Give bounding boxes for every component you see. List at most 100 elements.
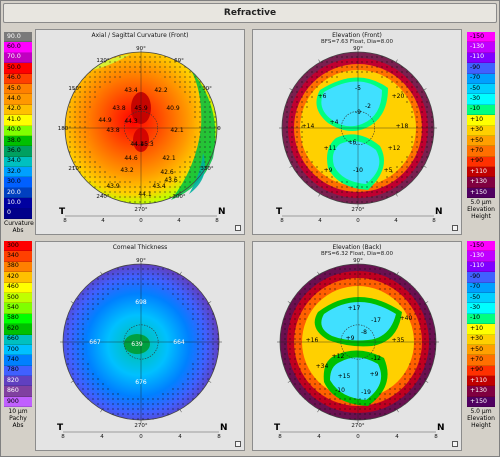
legend-swatch: 20.0 [4,187,32,199]
angle-label-bottom: 270° [351,207,364,213]
legend-swatch: -130 [467,42,495,53]
legend-subtitle-2: Abs [12,422,24,430]
map-value: +4 [330,119,339,126]
legend-swatch: +150 [467,187,495,199]
legend-swatch: +30 [467,334,495,345]
legend-swatch: 460 [4,282,32,293]
map-value: 43.2 [120,167,134,174]
legend-swatch: -10 [467,104,495,116]
legend-subtitle: Elevation [467,206,495,214]
legend-swatch: 46.0 [4,73,32,84]
map-value: +17 [348,305,361,312]
map-value: 44.9 [98,117,112,124]
legend-subtitle-2: Height [471,422,491,430]
map-value: 639 [131,341,143,348]
corneal-thickness-panel[interactable]: Corneal Thickness 90° 270° 8 4 0 4 8 T N 698 667 639… [35,241,245,451]
axial-curvature-panel[interactable]: Axial / Sagittal Curvature (Front) 90° 270… [35,29,245,235]
legend-swatch: 42.0 [4,104,32,116]
scale-tick-label: 4 [395,434,399,440]
legend-swatch: 32.0 [4,167,32,178]
panel-title: Corneal Thickness [112,244,168,251]
map-value: +12 [388,145,401,152]
panel-options-button[interactable] [235,225,241,231]
legend-swatch: 500 [4,292,32,304]
map-value: -10 [353,167,363,174]
panel-title: Elevation (Front) [332,32,382,39]
legend-swatch: 10.0 [4,198,32,209]
panel-options-button[interactable] [452,225,458,231]
panel-options-button[interactable] [452,441,458,447]
panel-title: Axial / Sagittal Curvature (Front) [91,32,189,39]
scale-tick-label: 8 [432,218,436,224]
legend-swatch: +10 [467,324,495,335]
legend-swatch: +150 [467,396,495,408]
map-value: 44.6 [124,155,138,162]
legend-swatch: +70 [467,146,495,157]
legend-swatch: 860 [4,386,32,397]
panel-options-button[interactable] [235,441,241,447]
map-value: +15 [338,373,351,380]
scale-tick-label: 4 [177,218,181,224]
angle-label: 30° [202,86,212,92]
map-value: 43.9 [106,183,120,190]
legend-swatch: +50 [467,344,495,356]
legend-swatch: 50.0 [4,63,32,74]
legend-swatch: +110 [467,167,495,178]
map-value: +9 [324,167,333,174]
scale-tick-label: 4 [100,434,104,440]
legend-subtitle-2: Height [471,213,491,221]
map-value: -12 [371,355,381,362]
legend-swatch: 60.0 [4,42,32,53]
legend-unit: 10 μm [8,408,28,416]
legend-swatch: +130 [467,177,495,188]
legend-swatch: 740 [4,355,32,366]
elevation-front-panel[interactable]: Elevation (Front) BFS=7.63 Float, Dia=8.0… [252,29,462,235]
legend-swatch: 700 [4,344,32,356]
legend-swatch: -50 [467,292,495,304]
legend-swatch: 34.0 [4,156,32,168]
panel-subtitle: BFS=6.32 Float, Dia=8.00 [320,251,393,257]
scale-tick-label: 4 [178,434,182,440]
elevation-back-panel[interactable]: Elevation (Back) BFS=6.32 Float, Dia=8.00… [252,241,462,451]
map-value: +35 [392,337,405,344]
legend-swatch: +90 [467,156,495,168]
temporal-letter: T [274,423,281,433]
panel-title: Elevation (Back) [332,244,382,251]
legend-swatch: 36.0 [4,146,32,157]
map-value: 43.4 [152,183,166,190]
map-value: +12 [332,353,345,360]
pupil-outline [340,324,376,360]
legend-swatch: 540 [4,303,32,314]
map-value: -10 [335,387,345,394]
map-value: -17 [371,317,381,324]
legend-swatch: 340 [4,251,32,262]
map-value: -5 [355,85,361,92]
map-value: 43.4 [124,87,138,94]
angle-label: 120° [96,58,109,64]
scale-tick-label: 4 [394,218,398,224]
map-value: 42.2 [154,87,168,94]
map-value: 44.3 [124,118,138,125]
panel-subtitle: BFS=7.63 Float, Dia=8.00 [320,39,393,45]
angle-label: 210° [68,166,81,172]
map-value: +20 [392,93,405,100]
legend-swatch: +70 [467,355,495,366]
legend-swatch: +130 [467,386,495,397]
scale-tick-label: 0 [139,218,143,224]
map-value: 43.6 [164,177,178,184]
scale-tick-label: 8 [215,218,219,224]
legend-swatch: 38.0 [4,135,32,147]
nasal-letter: N [437,423,445,433]
legend-subtitle: Abs [12,227,24,235]
legend-subtitle: Elevation [467,415,495,423]
map-value: 42.1 [162,155,176,162]
legend-subtitle: Pachy [9,415,27,423]
legend-swatch: -10 [467,313,495,325]
angle-label: 240° [96,194,109,200]
legend-unit: 5.0 μm [470,199,492,207]
map-value: -19 [361,389,371,396]
legend-swatch: 780 [4,365,32,377]
angle-label: 0 [217,126,221,132]
scale-tick-label: 4 [317,434,321,440]
map-value: +16 [306,337,319,344]
